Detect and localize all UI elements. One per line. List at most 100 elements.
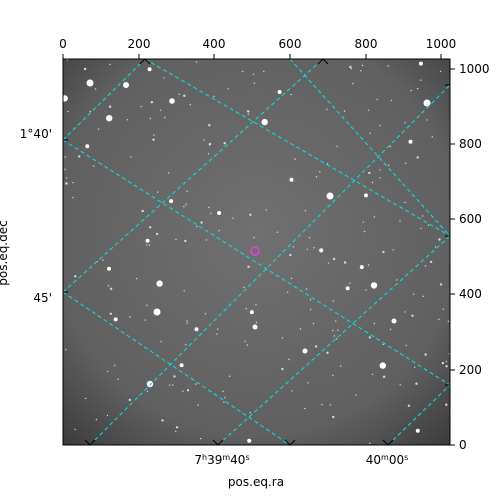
right-tick-label: 200: [459, 363, 482, 377]
star: [416, 87, 419, 90]
top-tick-label: 200: [128, 37, 151, 51]
star: [228, 375, 231, 377]
star: [159, 109, 162, 112]
star: [224, 396, 226, 399]
star: [74, 428, 76, 431]
star: [336, 145, 338, 147]
star: [93, 165, 95, 167]
star: [290, 277, 293, 280]
star: [422, 295, 424, 297]
star: [294, 158, 296, 160]
star: [149, 226, 152, 229]
star: [242, 70, 244, 73]
star: [373, 322, 376, 325]
star: [335, 338, 338, 340]
ra-grid-line: [289, 59, 450, 237]
star: [438, 318, 440, 320]
star: [107, 266, 111, 271]
star: [359, 265, 364, 270]
star: [169, 199, 174, 204]
dec-grid-line: [63, 59, 324, 293]
star: [106, 115, 113, 122]
star: [208, 206, 210, 209]
star: [390, 99, 393, 102]
star: [413, 293, 415, 295]
star: [329, 404, 332, 406]
star: [63, 95, 68, 102]
star: [319, 248, 324, 253]
star: [195, 383, 197, 385]
star: [371, 181, 374, 184]
star: [161, 419, 164, 422]
star: [335, 320, 337, 322]
star: [94, 88, 97, 90]
star: [312, 323, 315, 325]
star: [64, 156, 66, 158]
star: [222, 390, 224, 393]
star: [89, 110, 91, 113]
dec-grid-line: [89, 84, 450, 445]
star: [175, 238, 177, 241]
star: [126, 119, 129, 121]
star: [337, 329, 339, 331]
star: [146, 304, 148, 306]
star: [445, 360, 448, 363]
star: [382, 343, 384, 346]
star: [210, 212, 212, 215]
star: [253, 237, 255, 239]
star: [306, 248, 308, 251]
star: [276, 231, 279, 233]
star: [130, 156, 132, 158]
star: [332, 374, 334, 377]
bright-star: [153, 308, 161, 316]
star: [299, 328, 302, 330]
star: [186, 322, 188, 325]
star: [362, 221, 364, 223]
star: [427, 224, 430, 226]
star: [408, 139, 413, 144]
star: [418, 61, 423, 66]
star: [392, 249, 394, 251]
star: [255, 304, 257, 306]
star: [410, 89, 412, 92]
star: [376, 98, 378, 101]
star: [167, 172, 170, 174]
star: [173, 375, 176, 378]
top-axis: [62, 54, 442, 59]
star: [83, 67, 87, 71]
star: [365, 289, 367, 291]
star: [369, 132, 371, 134]
star: [223, 142, 226, 145]
star: [78, 155, 81, 158]
star: [355, 394, 357, 396]
top-tick-label: 1000: [426, 37, 457, 51]
star: [189, 104, 191, 106]
star: [431, 136, 433, 138]
star: [253, 82, 256, 84]
star: [344, 261, 347, 264]
star: [185, 344, 187, 346]
star: [106, 414, 109, 417]
star: [442, 308, 444, 310]
star: [175, 426, 179, 429]
star: [361, 64, 364, 67]
right-tick-label: 400: [459, 287, 482, 301]
star: [64, 168, 66, 171]
star: [186, 389, 190, 392]
star: [194, 327, 199, 332]
bright-star: [252, 324, 258, 330]
star: [368, 336, 371, 339]
star: [289, 177, 294, 182]
star: [249, 310, 254, 315]
dec-tick-label: 45': [33, 291, 52, 305]
star: [149, 117, 151, 120]
star: [404, 311, 406, 313]
star: [389, 328, 392, 330]
star: [141, 209, 144, 213]
star: [429, 260, 433, 264]
star: [129, 316, 131, 318]
star: [213, 95, 215, 98]
ra-tick-label: 7h39m40s: [194, 453, 249, 467]
ra-grid-line: [63, 291, 291, 445]
